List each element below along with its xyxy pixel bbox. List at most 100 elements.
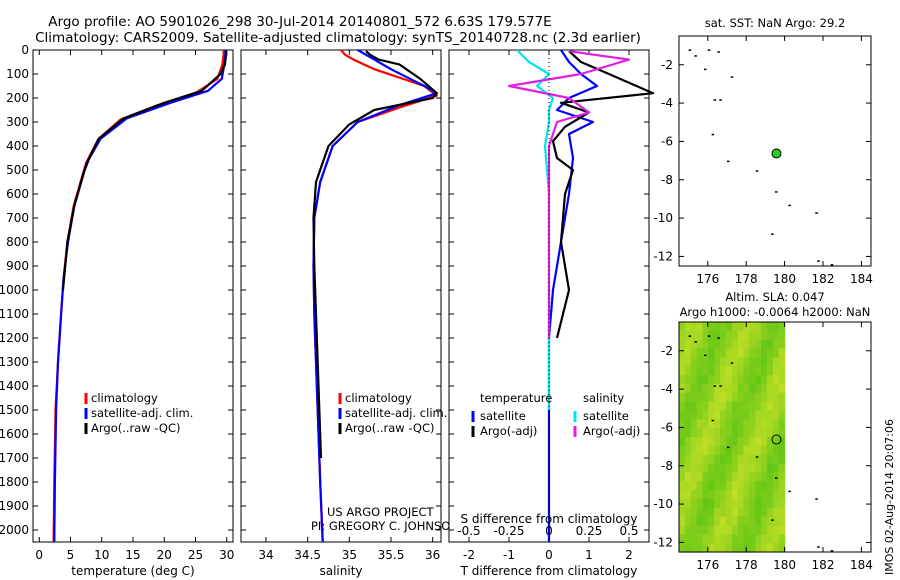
island-mark <box>694 55 697 57</box>
x-tick-label: 178 <box>735 558 758 572</box>
sla-cell <box>696 481 704 491</box>
sla-cell <box>690 516 698 526</box>
sla-cell <box>755 383 762 394</box>
sla-cell <box>778 481 786 491</box>
sla-cell <box>679 481 686 491</box>
sla-cell <box>714 375 721 385</box>
sla-cell <box>714 507 721 518</box>
x-tick-label: 0 <box>35 548 43 562</box>
sla-cell <box>714 481 721 491</box>
sla-cell <box>725 481 733 491</box>
x-tick-label: 34.5 <box>294 548 321 562</box>
x-tick-label: 36 <box>425 548 440 562</box>
island-mark <box>717 51 720 53</box>
sla-cell <box>714 437 721 447</box>
sla-cell <box>731 419 739 429</box>
sla-cell <box>767 454 774 465</box>
argo-position-marker <box>771 434 782 445</box>
sla-cell <box>767 472 774 482</box>
sla-cell <box>749 322 756 332</box>
sla-cell <box>690 410 698 420</box>
sla-cell <box>731 366 739 376</box>
x-tick-label: 178 <box>735 272 758 286</box>
sla-cell <box>761 348 768 358</box>
sla-cell <box>690 357 698 367</box>
plot-frame <box>32 49 234 543</box>
sla-cell <box>767 322 774 332</box>
sla-cell <box>720 410 727 420</box>
sla-cell <box>755 516 762 526</box>
sla-cell <box>714 428 721 438</box>
sla-cell <box>696 401 704 411</box>
sla-cell <box>778 375 786 385</box>
y-tick-label: 800 <box>6 235 29 249</box>
sla-cell <box>714 543 721 553</box>
sla-cell <box>743 490 750 500</box>
sla-cell <box>767 357 774 367</box>
x-tick-label: 30 <box>219 548 234 562</box>
sla-cell <box>708 516 715 526</box>
series-line-satellite-adj-clim- <box>312 49 438 543</box>
sla-cell <box>708 410 715 420</box>
sla-cell <box>743 322 750 332</box>
sla-cell <box>749 490 756 500</box>
sla-cell <box>679 534 686 544</box>
sla-cell <box>749 348 756 358</box>
y-tick-label: 900 <box>6 259 29 273</box>
sla-cell <box>684 383 692 394</box>
x-tick-label: -2 <box>463 548 475 562</box>
y-tick-label: 1500 <box>0 403 29 417</box>
sla-cell <box>737 339 745 350</box>
sla-cell <box>696 322 704 332</box>
sla-cell <box>708 525 715 535</box>
sla-cell <box>755 392 762 403</box>
island-mark <box>730 362 734 364</box>
sla-cell <box>696 375 704 385</box>
sla-cell <box>772 507 780 518</box>
sla-cell <box>684 490 692 500</box>
x-axis-label: T difference from climatology <box>460 564 638 578</box>
sla-cell <box>772 481 780 491</box>
y-tick-label: 1100 <box>0 307 29 321</box>
sla-cell <box>737 543 745 553</box>
sla-cell <box>749 472 756 482</box>
sla-cell <box>708 445 715 456</box>
x-tick-label: 184 <box>850 558 873 572</box>
sla-cell <box>679 437 686 447</box>
sla-cell <box>772 322 780 332</box>
salinity-panel: 34 34.5 35 35.5 36 salinity climatologysatelli… <box>240 49 459 578</box>
sla-cell <box>725 534 733 544</box>
island-mark <box>719 385 722 387</box>
sla-cell <box>702 419 709 429</box>
y-tick-label: 1800 <box>0 475 29 489</box>
sla-cell <box>708 428 715 438</box>
sla-cell <box>749 534 756 544</box>
island-mark <box>727 446 730 449</box>
sla-cell <box>708 401 715 411</box>
island-mark <box>755 456 759 458</box>
sla-cell <box>778 498 786 509</box>
island-mark <box>817 260 820 262</box>
sla-cell <box>761 472 768 482</box>
figure-title-line1: Argo profile: AO 5901026_298 30-Jul-2014… <box>48 14 551 30</box>
sla-cell <box>767 401 774 411</box>
sla-cell <box>749 525 756 535</box>
sla-cell <box>749 507 756 518</box>
sla-cell <box>684 419 692 429</box>
island-mark <box>711 419 715 422</box>
x-tick-label: 0 <box>545 548 553 562</box>
sla-cell <box>761 401 768 411</box>
sla-cell <box>702 366 709 376</box>
sla-cell <box>731 472 739 482</box>
sla-cell <box>720 543 727 553</box>
sla-cell <box>767 525 774 535</box>
sla-cell <box>761 322 768 332</box>
sla-cell <box>755 428 762 438</box>
sla-cell <box>690 543 698 553</box>
s-tick-label: 0 <box>545 524 553 538</box>
temperature-panel: 0 5 10 15 20 25 300100200300400500600700800900… <box>0 43 234 578</box>
sla-cell <box>731 401 739 411</box>
y-tick-label: -6 <box>661 420 673 434</box>
sla-cell <box>702 339 709 350</box>
y-tick-label: -4 <box>661 382 673 396</box>
